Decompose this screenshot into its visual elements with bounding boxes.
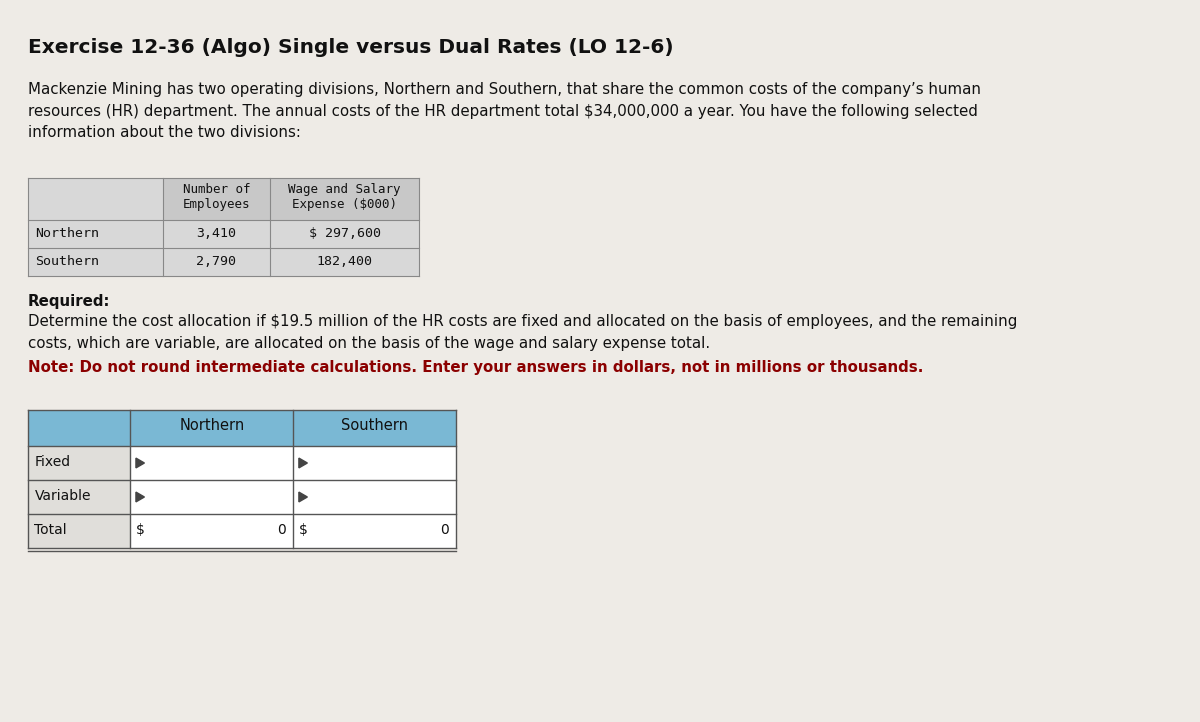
Bar [28,410,456,548]
Text: Number of
Employees: Number of Employees [182,183,251,211]
Bar [28,178,419,276]
Text: 0: 0 [277,523,286,537]
Text: 2,790: 2,790 [197,255,236,268]
Text: 0: 0 [440,523,449,537]
Text: Total: Total [35,523,67,537]
Text: Fixed: Fixed [35,455,71,469]
Text: Mackenzie Mining has two operating divisions, Northern and Southern, that share : Mackenzie Mining has two operating divis… [28,82,980,140]
Text: Southern: Southern [341,418,408,433]
Text: Note: Do not round intermediate calculations. Enter your answers in dollars, not: Note: Do not round intermediate calculat… [28,360,923,375]
Text: 3,410: 3,410 [197,227,236,240]
Text: Northern: Northern [179,418,245,433]
Text: Exercise 12-36 (Algo) Single versus Dual Rates (LO 12-6): Exercise 12-36 (Algo) Single versus Dual… [28,38,673,57]
Text: Determine the cost allocation if $19.5 million of the HR costs are fixed and all: Determine the cost allocation if $19.5 m… [28,314,1018,351]
Bar [131,446,456,548]
Bar [28,410,456,446]
Polygon shape [299,492,307,502]
Text: Southern: Southern [35,255,100,268]
Polygon shape [136,458,144,468]
Text: Required:: Required: [28,294,110,309]
Text: 182,400: 182,400 [317,255,372,268]
Text: Variable: Variable [35,489,91,503]
Text: $: $ [299,523,307,537]
Polygon shape [299,458,307,468]
Text: $: $ [136,523,145,537]
Text: Northern: Northern [35,227,100,240]
Text: $ 297,600: $ 297,600 [308,227,380,240]
Text: Wage and Salary
Expense ($000): Wage and Salary Expense ($000) [288,183,401,211]
Bar [163,178,419,220]
Polygon shape [136,492,144,502]
